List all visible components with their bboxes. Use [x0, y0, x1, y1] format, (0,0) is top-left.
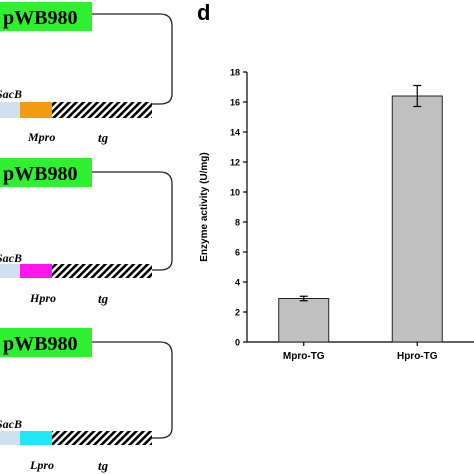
gene-label: tg [98, 458, 109, 473]
panel-label: d [197, 0, 210, 25]
y-axis-label: Enzyme activity (U/mg) [199, 152, 210, 261]
promoter-box [20, 264, 52, 278]
construct-2: pWB980 SacB Hpro tg [0, 158, 173, 306]
plasmid-box [0, 158, 92, 187]
gene-label: tg [98, 291, 109, 306]
plasmid-box [0, 328, 92, 357]
construct-1: pWB980 SacB Mpro tg [0, 2, 173, 145]
sacb-box [0, 264, 20, 278]
y-tick-label: 18 [230, 68, 240, 78]
y-tick-label: 12 [230, 158, 240, 168]
tg-gene-box [52, 264, 152, 278]
bar-mpro-tg [278, 298, 330, 343]
x-tick-labels: Mpro-TG Hpro-TG [283, 351, 438, 362]
promoter-box [20, 431, 52, 445]
y-tick-label: 8 [235, 218, 240, 228]
plasmid-backbone-line [92, 171, 173, 271]
sacb-box [0, 431, 20, 445]
y-tick-label: 14 [230, 128, 240, 138]
y-tick-label: 16 [230, 98, 240, 108]
promoter-label: Mpro [27, 130, 55, 144]
bars [278, 84, 443, 346]
plasmid-backbone-line [92, 13, 173, 105]
sacb-label: SacB [0, 87, 22, 101]
plasmid-label: pWB980 [3, 7, 77, 29]
promoter-box [20, 102, 52, 118]
sacb-label: SacB [0, 251, 22, 265]
tg-gene-box [52, 102, 152, 118]
promoter-label: Lpro [29, 458, 54, 472]
plasmid-label: pWB980 [3, 163, 77, 185]
x-tick-label: Hpro-TG [397, 351, 438, 362]
x-tick-label: Mpro-TG [283, 351, 325, 362]
y-tick-label: 6 [235, 248, 240, 258]
y-tick-label: 10 [230, 188, 240, 198]
bar-hpro-tg [391, 95, 443, 343]
y-ticks: 0 2 4 6 8 10 12 14 16 18 [230, 68, 247, 348]
plasmid-backbone-line [92, 341, 173, 439]
y-tick-label: 2 [235, 308, 240, 318]
bar-chart: Enzyme activity (U/mg) 0 2 4 6 8 10 12 14 16 18 M… [199, 68, 474, 362]
promoter-label: Hpro [29, 291, 56, 305]
gene-label: tg [98, 130, 109, 145]
sacb-box [0, 102, 20, 118]
plasmid-label: pWB980 [3, 333, 77, 355]
sacb-label: SacB [0, 417, 22, 431]
construct-3: pWB980 SacB Lpro tg [0, 328, 173, 473]
y-tick-label: 0 [235, 338, 240, 348]
y-tick-label: 4 [235, 278, 240, 288]
tg-gene-box [52, 431, 152, 445]
plasmid-box [0, 2, 92, 31]
